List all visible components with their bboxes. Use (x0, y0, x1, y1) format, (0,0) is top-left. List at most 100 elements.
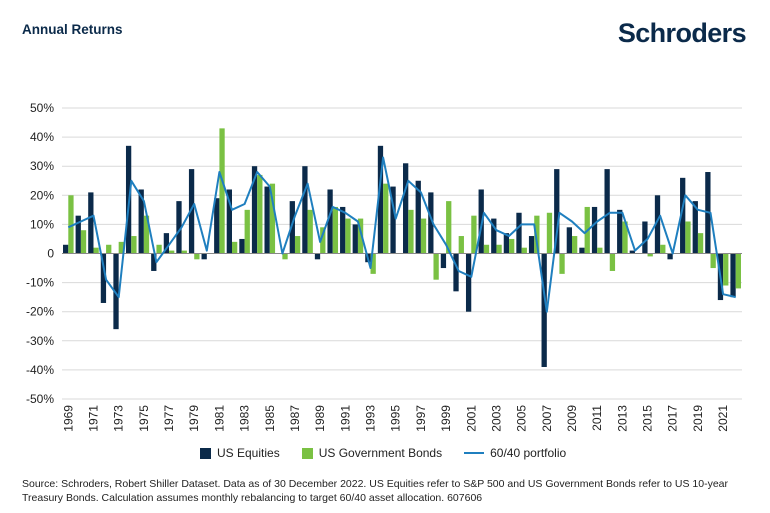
bar-bonds (685, 221, 691, 254)
bar-equities (239, 238, 245, 254)
x-tick-label: 2003 (489, 405, 503, 432)
bar-equities (176, 201, 182, 254)
x-tick-label: 1995 (389, 405, 403, 432)
bar-equities (453, 253, 459, 292)
source-note: Source: Schroders, Robert Shiller Datase… (22, 478, 728, 504)
bar-equities (226, 189, 232, 254)
brand-logo: Schroders (617, 18, 747, 48)
bar-bonds (572, 236, 578, 254)
bar-equities (151, 253, 157, 271)
bar-bonds (118, 241, 124, 254)
x-tick-label: 1969 (61, 405, 75, 432)
bar-bonds (131, 236, 137, 254)
bar-equities (327, 189, 333, 254)
x-tick-label: 1979 (187, 405, 201, 432)
bar-equities (465, 253, 472, 312)
bar-bonds (232, 241, 238, 254)
bar-bonds (534, 215, 540, 254)
x-tick-label: 2017 (666, 405, 680, 432)
x-tick-label: 2011 (590, 405, 604, 431)
x-tick-label: 1971 (86, 405, 100, 432)
chart-title: Annual Returns (22, 22, 123, 37)
bar-equities (730, 253, 736, 298)
bar-equities (528, 236, 535, 254)
bar-bonds (483, 244, 490, 254)
x-axis-ticks: 1969 1971 1973 1975 1977 1979 1981 1983 1985 1987… (61, 405, 730, 432)
x-tick-label: 2019 (691, 405, 705, 432)
bar-equities (629, 250, 635, 254)
bar-equities (113, 253, 119, 330)
y-tick-label: 50% (30, 101, 54, 115)
x-tick-label: 2001 (464, 405, 478, 432)
portfolio-series-line (67, 156, 736, 313)
y-axis-ticks: -50% -40% -30% -20% -10% 0 10% 20% 30% 40% 50% (26, 101, 54, 406)
bar-bonds (370, 253, 376, 274)
x-tick-label: 1977 (162, 405, 176, 432)
bar-equities (516, 212, 522, 254)
bar-equities (214, 198, 220, 254)
bar-bonds (660, 244, 666, 254)
bar-equities (591, 206, 598, 254)
bar-bonds (320, 227, 326, 254)
chart-legend: US Equities US Government Bonds 60/40 po… (200, 446, 588, 460)
y-tick-label: 20% (30, 188, 54, 202)
bar-bonds (710, 253, 716, 269)
bar-bonds (697, 233, 704, 254)
bar-equities (264, 186, 270, 254)
bar-equities (440, 253, 447, 269)
bar-equities (377, 145, 384, 254)
legend-label-equities: US Equities (217, 446, 280, 460)
x-tick-label: 2013 (615, 405, 629, 432)
bar-bonds (559, 253, 565, 274)
bar-equities (163, 233, 170, 254)
bar-bonds (345, 218, 351, 254)
legend-label-portfolio: 60/40 portfolio (490, 446, 567, 460)
bar-equities (201, 253, 207, 260)
bar-equities (642, 221, 648, 254)
bar-bonds (723, 253, 729, 286)
bar-bonds (521, 247, 527, 254)
bar-bonds (194, 253, 200, 260)
bar-bonds (219, 128, 225, 254)
bar-bonds (622, 221, 628, 254)
bar-bonds (546, 212, 553, 254)
bar-equities (667, 253, 673, 260)
bar-bonds (433, 253, 439, 280)
bar-bonds (307, 209, 313, 254)
x-tick-label: 1997 (414, 405, 428, 432)
bar-equities (604, 169, 610, 254)
x-tick-label: 2005 (515, 405, 529, 432)
bar-equities (314, 253, 321, 260)
bar-bonds (357, 218, 364, 254)
bar-equities (340, 206, 346, 254)
bar-bonds (609, 253, 616, 271)
bar-bonds (106, 244, 112, 254)
bar-bonds (446, 201, 452, 254)
x-tick-label: 1981 (212, 405, 226, 432)
bar-equities (654, 195, 661, 254)
bar-bonds (458, 236, 464, 254)
bar-equities (75, 215, 81, 254)
bar-equities (415, 180, 421, 254)
y-tick-label: 0 (47, 247, 54, 261)
y-tick-label: -20% (26, 305, 54, 319)
x-tick-label: 2015 (641, 405, 655, 432)
bar-bonds (244, 209, 250, 254)
bar-equities (491, 218, 497, 254)
bar-equities (428, 192, 434, 254)
y-tick-label: -50% (26, 392, 54, 406)
x-tick-label: 1985 (263, 405, 277, 432)
bar-equities (541, 253, 547, 367)
x-tick-label: 1975 (137, 405, 151, 432)
y-tick-label: -30% (26, 334, 54, 348)
bar-equities (403, 163, 409, 254)
bar-bonds (383, 183, 389, 254)
legend-item-bonds: US Government Bonds (301, 446, 442, 460)
x-tick-label: 1993 (364, 405, 378, 432)
bar-equities (503, 233, 510, 254)
bar-equities (692, 201, 698, 254)
y-tick-label: -10% (26, 276, 54, 290)
x-tick-label: 1983 (238, 405, 252, 432)
legend-swatch-bonds (301, 447, 313, 459)
bar-bonds (471, 215, 477, 254)
